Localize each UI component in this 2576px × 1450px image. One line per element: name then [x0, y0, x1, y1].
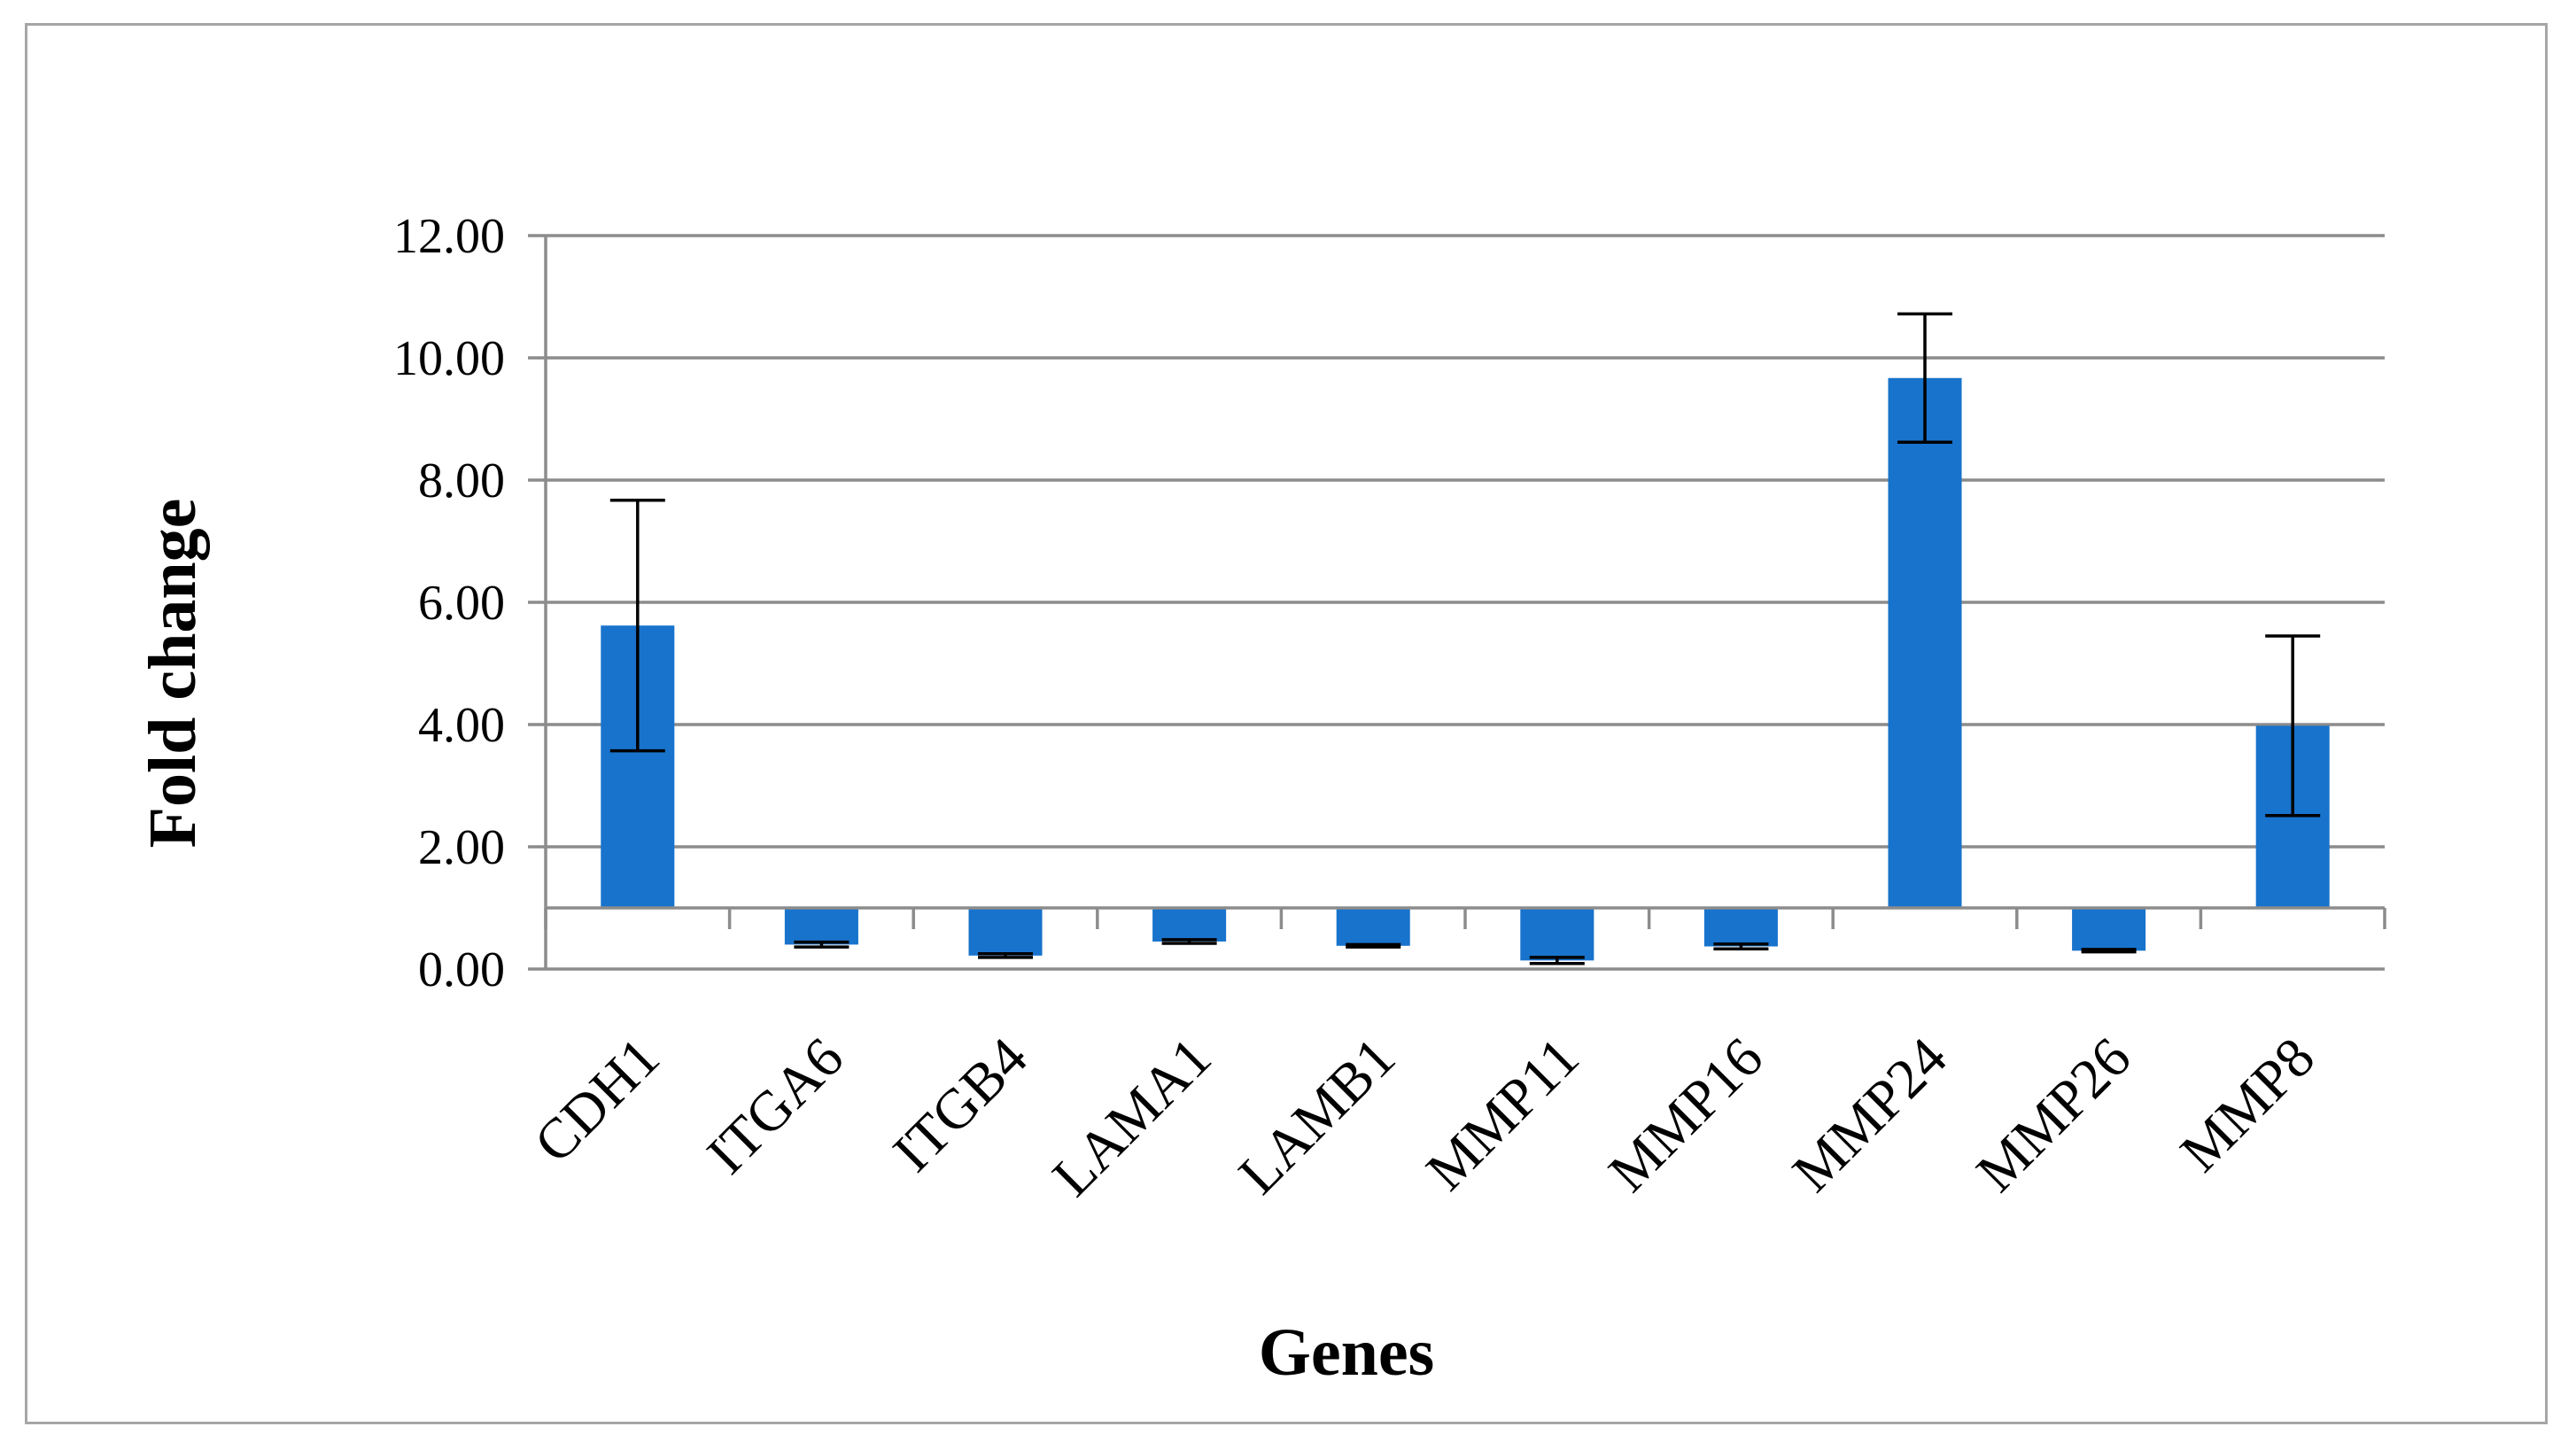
y-tick-label: 10.00 [393, 331, 505, 386]
bars [601, 377, 2330, 961]
x-tick-label-mmp8: MMP8 [2169, 1026, 2326, 1183]
x-tick-labels: CDH1 ITGA6 ITGB4 LAMA1 LAMB1 MMP11 MMP16 MMP24 M… [522, 1026, 2326, 1208]
bar-mmp11 [1520, 908, 1594, 961]
axes [544, 236, 2386, 969]
error-bar-mmp16 [1713, 942, 1769, 950]
x-axis-title: Genes [1259, 1315, 1434, 1390]
x-tick-label-lama1: LAMA1 [1040, 1026, 1222, 1208]
x-tick-label-mmp16: MMP16 [1596, 1026, 1774, 1204]
error-bar-cdh1 [609, 499, 665, 753]
y-tick-label: 6.00 [418, 576, 505, 631]
bar-itga6 [784, 908, 858, 945]
error-bar-mmp8 [2265, 634, 2321, 818]
x-tick-label-itga6: ITGA6 [694, 1026, 855, 1186]
error-bar-mmp11 [1529, 956, 1585, 965]
error-bar-mmp24 [1897, 312, 1952, 444]
x-tick-label-mmp11: MMP11 [1414, 1026, 1590, 1202]
error-bar-lamb1 [1346, 942, 1401, 949]
bar-lama1 [1152, 908, 1227, 942]
error-bar-itgb4 [978, 952, 1033, 959]
x-tick-label-itgb4: ITGB4 [881, 1026, 1038, 1183]
y-tick-labels: 0.00 2.00 4.00 6.00 8.00 10.00 12.00 [393, 209, 505, 997]
x-tick-label-lamb1: LAMB1 [1227, 1026, 1408, 1206]
bar-mmp16 [1703, 908, 1778, 947]
x-tick-label-cdh1: CDH1 [522, 1026, 671, 1175]
y-tick-label: 12.00 [393, 209, 505, 264]
y-axis-title: Fold change [136, 499, 210, 849]
error-bar-mmp26 [2081, 948, 2137, 954]
x-tick-label-mmp26: MMP26 [1964, 1026, 2142, 1204]
x-tick-label-mmp24: MMP24 [1781, 1026, 1959, 1204]
error-bar-itga6 [794, 940, 850, 949]
y-tick-label: 0.00 [418, 942, 505, 997]
bar-itgb4 [968, 908, 1043, 956]
bar-lamb1 [1336, 908, 1410, 946]
y-tick-label: 2.00 [418, 820, 505, 875]
error-bars [609, 312, 2321, 965]
gridlines [528, 234, 2385, 971]
error-bar-lama1 [1161, 938, 1217, 945]
bar-mmp24 [1888, 377, 1962, 908]
y-tick-label: 4.00 [418, 698, 505, 753]
y-tick-label: 8.00 [418, 454, 505, 508]
bar-mmp26 [2072, 908, 2146, 951]
